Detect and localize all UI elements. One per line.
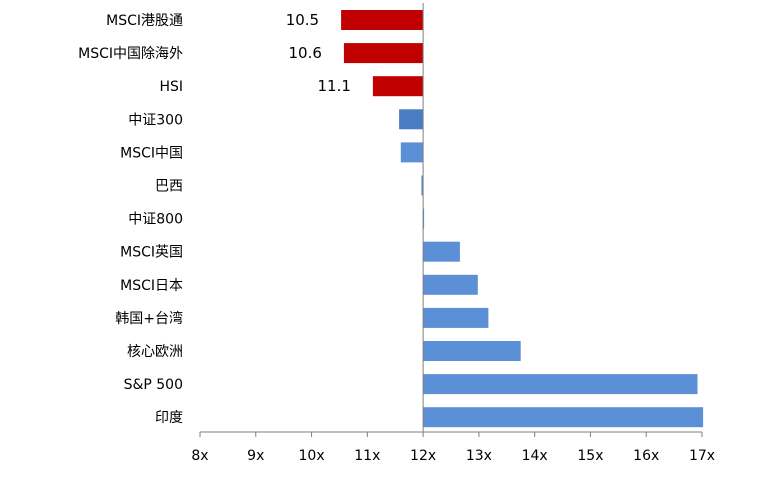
x-tick-label-4: 12x xyxy=(410,448,436,464)
x-tick-label-6: 14x xyxy=(522,448,548,464)
category-label-4: MSCI中国 xyxy=(120,145,183,161)
category-label-3: 中证300 xyxy=(128,112,183,128)
bar-4 xyxy=(400,142,424,163)
bar-0 xyxy=(341,10,424,30)
x-tick-label-9: 17x xyxy=(689,448,715,464)
x-tick-label-2: 10x xyxy=(299,448,325,464)
data-label-2: 11.1 xyxy=(317,77,350,95)
bar-8 xyxy=(423,274,478,295)
data-labels-layer: 10.5 10.6 11.1 xyxy=(286,11,351,95)
bar-5 xyxy=(421,175,424,196)
category-label-9: 韩国+台湾 xyxy=(115,310,183,327)
category-label-2: HSI xyxy=(159,79,183,95)
category-label-0: MSCI港股通 xyxy=(106,13,183,29)
bar-2 xyxy=(372,76,424,97)
bar-3 xyxy=(399,109,424,130)
category-label-6: 中证800 xyxy=(128,212,183,228)
data-label-0: 10.5 xyxy=(286,11,319,29)
x-tick-label-8: 16x xyxy=(633,448,659,464)
x-tick-label-3: 11x xyxy=(354,448,380,464)
category-label-8: MSCI日本 xyxy=(120,278,183,294)
category-label-11: S&P 500 xyxy=(124,377,183,393)
category-label-12: 印度 xyxy=(155,410,183,426)
data-label-1: 10.6 xyxy=(288,44,321,62)
category-label-5: 巴西 xyxy=(155,179,183,195)
bar-9 xyxy=(423,307,489,328)
category-label-1: MSCI中国除海外 xyxy=(78,46,183,62)
bar-10 xyxy=(423,341,521,361)
bar-7 xyxy=(423,241,460,262)
x-tick-label-7: 15x xyxy=(577,448,603,464)
category-label-10: 核心欧洲 xyxy=(127,344,183,360)
x-tick-label-1: 9x xyxy=(247,448,264,464)
bars-layer xyxy=(341,10,704,428)
x-tick-label-5: 13x xyxy=(466,448,492,464)
x-axis: 8x 9x 10x 11x 12x 13x 14x 15x 16x 17x xyxy=(191,3,715,464)
bar-1 xyxy=(343,43,424,64)
bar-12 xyxy=(423,407,704,428)
x-tick-label-0: 8x xyxy=(191,448,208,464)
category-label-7: MSCI英国 xyxy=(120,244,183,261)
bar-11 xyxy=(423,374,698,395)
